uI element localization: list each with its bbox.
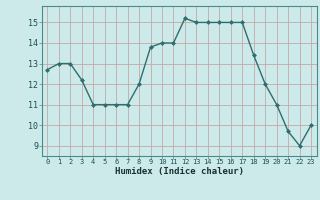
X-axis label: Humidex (Indice chaleur): Humidex (Indice chaleur) <box>115 167 244 176</box>
